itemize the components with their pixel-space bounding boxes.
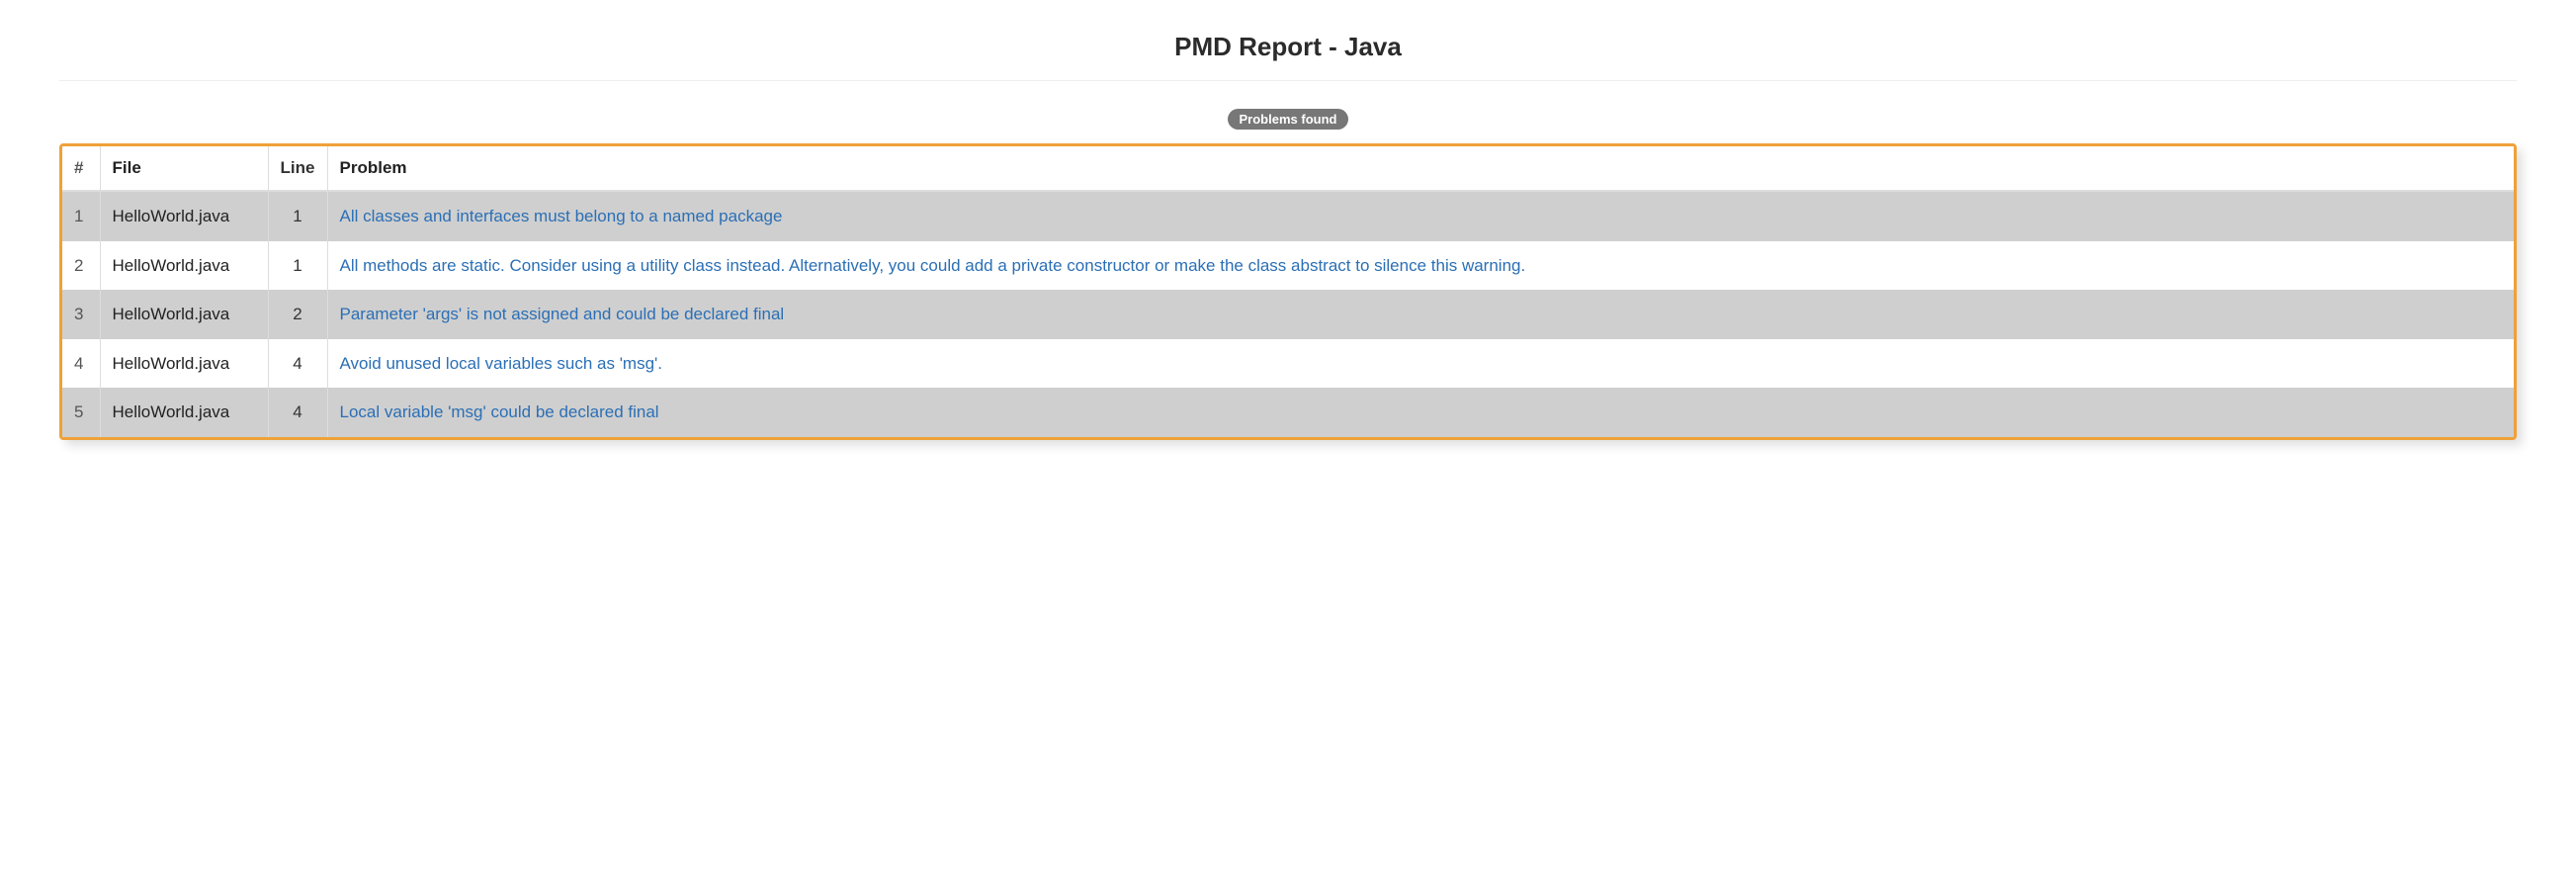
cell-line: 2: [268, 290, 327, 339]
cell-number: 2: [62, 241, 100, 291]
problem-link[interactable]: Local variable 'msg' could be declared f…: [340, 402, 659, 421]
cell-problem: All methods are static. Consider using a…: [327, 241, 2514, 291]
cell-problem: Avoid unused local variables such as 'ms…: [327, 339, 2514, 389]
th-line: Line: [268, 146, 327, 191]
table-row: 2 HelloWorld.java 1 All methods are stat…: [62, 241, 2514, 291]
problems-found-badge: Problems found: [1228, 109, 1349, 130]
problem-link[interactable]: All methods are static. Consider using a…: [340, 256, 1526, 275]
cell-number: 3: [62, 290, 100, 339]
cell-file: HelloWorld.java: [100, 388, 268, 437]
th-problem: Problem: [327, 146, 2514, 191]
cell-line: 4: [268, 388, 327, 437]
problem-link[interactable]: Avoid unused local variables such as 'ms…: [340, 354, 663, 373]
badge-row: Problems found: [59, 109, 2517, 130]
cell-number: 4: [62, 339, 100, 389]
problem-link[interactable]: All classes and interfaces must belong t…: [340, 207, 783, 225]
cell-number: 5: [62, 388, 100, 437]
table-row: 3 HelloWorld.java 2 Parameter 'args' is …: [62, 290, 2514, 339]
problems-table-wrap: # File Line Problem 1 HelloWorld.java 1 …: [59, 143, 2517, 440]
cell-number: 1: [62, 191, 100, 241]
table-row: 4 HelloWorld.java 4 Avoid unused local v…: [62, 339, 2514, 389]
cell-problem: All classes and interfaces must belong t…: [327, 191, 2514, 241]
title-divider: [59, 80, 2517, 81]
table-row: 1 HelloWorld.java 1 All classes and inte…: [62, 191, 2514, 241]
problems-table: # File Line Problem 1 HelloWorld.java 1 …: [62, 146, 2514, 437]
cell-problem: Parameter 'args' is not assigned and cou…: [327, 290, 2514, 339]
cell-file: HelloWorld.java: [100, 290, 268, 339]
cell-file: HelloWorld.java: [100, 339, 268, 389]
table-row: 5 HelloWorld.java 4 Local variable 'msg'…: [62, 388, 2514, 437]
cell-problem: Local variable 'msg' could be declared f…: [327, 388, 2514, 437]
cell-line: 4: [268, 339, 327, 389]
cell-line: 1: [268, 241, 327, 291]
cell-file: HelloWorld.java: [100, 191, 268, 241]
th-number: #: [62, 146, 100, 191]
problem-link[interactable]: Parameter 'args' is not assigned and cou…: [340, 305, 785, 323]
page-title: PMD Report - Java: [59, 32, 2517, 62]
cell-line: 1: [268, 191, 327, 241]
th-file: File: [100, 146, 268, 191]
cell-file: HelloWorld.java: [100, 241, 268, 291]
